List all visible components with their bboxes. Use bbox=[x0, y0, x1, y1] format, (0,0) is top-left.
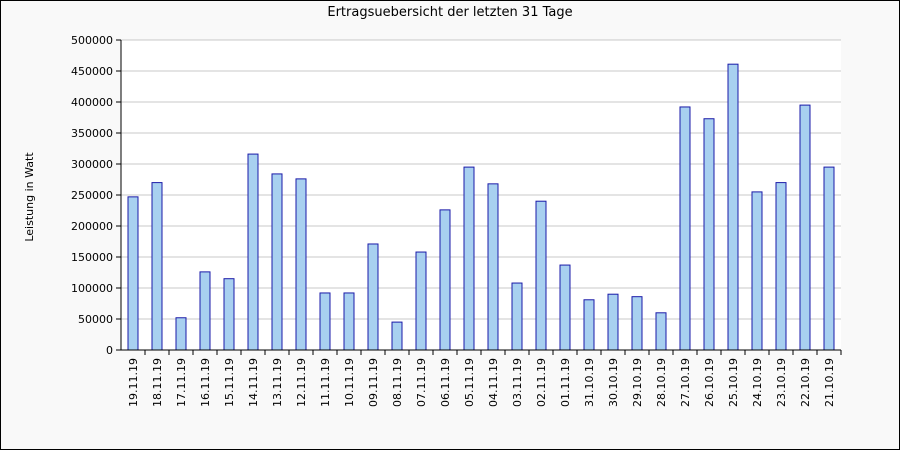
bar bbox=[799, 104, 811, 351]
grid-lines bbox=[121, 39, 841, 320]
bar bbox=[511, 282, 523, 351]
bar bbox=[295, 178, 307, 351]
x-tick-label: 15.11.19 bbox=[223, 358, 236, 407]
bar bbox=[319, 292, 331, 351]
x-tick-label: 21.10.19 bbox=[823, 358, 836, 407]
x-tick-labels: 19.11.19 18.11.19 17.11.19 16.11.19 15.11.19… bbox=[127, 350, 842, 407]
y-axis-label: Leistung in Watt bbox=[23, 152, 36, 242]
x-tick-label: 26.10.19 bbox=[703, 358, 716, 407]
x-tick-label: 16.11.19 bbox=[199, 358, 212, 407]
x-tick-label: 22.10.19 bbox=[799, 358, 812, 407]
bar bbox=[415, 251, 427, 351]
y-tick-label: 300000 bbox=[71, 158, 113, 171]
y-tick-label: 50000 bbox=[78, 313, 113, 326]
bar bbox=[391, 321, 403, 351]
bar bbox=[127, 196, 139, 351]
y-tick-label: 100000 bbox=[71, 282, 113, 295]
x-tick-label: 11.11.19 bbox=[319, 358, 332, 407]
x-tick-label: 07.11.19 bbox=[415, 358, 428, 407]
x-tick-label: 17.11.19 bbox=[175, 358, 188, 407]
x-tick-label: 02.11.19 bbox=[535, 358, 548, 407]
y-tick-label: 450000 bbox=[71, 65, 113, 78]
x-tick-label: 14.11.19 bbox=[247, 358, 260, 407]
y-tick-label: 400000 bbox=[71, 96, 113, 109]
bar bbox=[487, 183, 499, 351]
x-tick-label: 10.11.19 bbox=[343, 358, 356, 407]
bar bbox=[823, 166, 835, 351]
x-tick-label: 28.10.19 bbox=[655, 358, 668, 407]
x-tick-label: 18.11.19 bbox=[151, 358, 164, 407]
x-tick-label: 13.11.19 bbox=[271, 358, 284, 407]
x-tick-label: 23.10.19 bbox=[775, 358, 788, 407]
bar bbox=[439, 209, 451, 351]
bar bbox=[703, 118, 715, 351]
bar bbox=[727, 63, 739, 351]
x-tick-label: 19.11.19 bbox=[127, 358, 140, 407]
x-tick-label: 27.10.19 bbox=[679, 358, 692, 407]
bar bbox=[559, 264, 571, 351]
bar bbox=[583, 299, 595, 351]
bar bbox=[271, 173, 283, 351]
y-tick-label: 350000 bbox=[71, 127, 113, 140]
y-tick-label: 500000 bbox=[71, 34, 113, 47]
bars bbox=[127, 63, 835, 351]
x-tick-label: 29.10.19 bbox=[631, 358, 644, 407]
x-tick-label: 04.11.19 bbox=[487, 358, 500, 407]
bar bbox=[199, 271, 211, 351]
bar bbox=[463, 166, 475, 351]
bar bbox=[655, 312, 667, 351]
bar bbox=[343, 292, 355, 351]
bar bbox=[367, 243, 379, 351]
y-tick-label: 250000 bbox=[71, 189, 113, 202]
x-tick-label: 24.10.19 bbox=[751, 358, 764, 407]
bar bbox=[631, 296, 643, 351]
bar bbox=[607, 293, 619, 351]
y-tick-label: 0 bbox=[106, 344, 113, 357]
bar bbox=[151, 182, 163, 351]
bar bbox=[751, 191, 763, 351]
bar bbox=[223, 278, 235, 351]
x-tick-label: 05.11.19 bbox=[463, 358, 476, 407]
x-tick-label: 08.11.19 bbox=[391, 358, 404, 407]
bar bbox=[535, 200, 547, 351]
x-tick-label: 03.11.19 bbox=[511, 358, 524, 407]
chart-title: Ertragsuebersicht der letzten 31 Tage bbox=[327, 5, 572, 20]
x-tick-label: 06.11.19 bbox=[439, 358, 452, 407]
bar bbox=[679, 106, 691, 351]
y-tick-label: 150000 bbox=[71, 251, 113, 264]
x-tick-label: 31.10.19 bbox=[583, 358, 596, 407]
x-tick-label: 25.10.19 bbox=[727, 358, 740, 407]
bar bbox=[775, 182, 787, 351]
bar bbox=[247, 153, 259, 351]
x-tick-label: 30.10.19 bbox=[607, 358, 620, 407]
y-tick-labels: 0 50000 100000 150000 200000 250000 300000 3500… bbox=[71, 34, 121, 357]
x-tick-label: 01.11.19 bbox=[559, 358, 572, 407]
y-tick-label: 200000 bbox=[71, 220, 113, 233]
x-tick-label: 09.11.19 bbox=[367, 358, 380, 407]
bar bbox=[175, 317, 187, 351]
x-tick-label: 12.11.19 bbox=[295, 358, 308, 407]
